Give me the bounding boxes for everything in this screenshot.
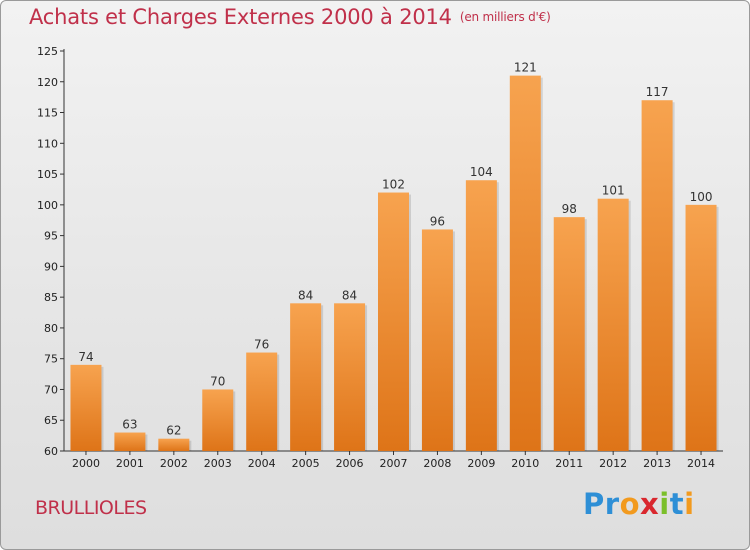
x-tick-label: 2004 [248, 457, 276, 470]
bar-value-label: 84 [342, 288, 357, 302]
bar-value-label: 74 [78, 350, 93, 364]
proxiti-logo: Proxiti [583, 487, 695, 521]
x-tick-label: 2003 [204, 457, 232, 470]
bar-value-label: 102 [382, 178, 405, 192]
bar [290, 303, 322, 451]
y-tick-label: 120 [37, 76, 58, 89]
y-tick-label: 100 [37, 199, 58, 212]
y-tick-label: 95 [44, 230, 58, 243]
bar [465, 180, 497, 451]
bar [246, 352, 278, 451]
bar-value-label: 76 [254, 338, 269, 352]
bar-value-label: 62 [166, 424, 181, 438]
x-tick-label: 2014 [687, 457, 715, 470]
x-tick-label: 2009 [467, 457, 495, 470]
x-tick-label: 2011 [555, 457, 583, 470]
bar [641, 100, 673, 451]
bar [421, 229, 453, 451]
y-tick-label: 85 [44, 291, 58, 304]
bar-value-label: 96 [430, 214, 445, 228]
y-tick-label: 70 [44, 383, 58, 396]
bar-value-label: 84 [298, 288, 313, 302]
y-tick-label: 75 [44, 353, 58, 366]
bar [509, 75, 541, 451]
x-tick-label: 2002 [160, 457, 188, 470]
bar-value-label: 101 [602, 184, 625, 198]
y-tick-label: 115 [37, 107, 58, 120]
y-tick-label: 60 [44, 445, 58, 458]
x-tick-label: 2007 [380, 457, 408, 470]
y-tick-label: 90 [44, 260, 58, 273]
bar-value-label: 100 [690, 190, 713, 204]
bar [685, 204, 717, 451]
bar [597, 198, 629, 451]
bar [114, 432, 146, 451]
commune-name: BRULLIOLES [35, 497, 147, 519]
bar [334, 303, 366, 451]
logo-letter: i [659, 487, 670, 521]
logo-letter: o [619, 487, 641, 521]
bar [70, 364, 102, 451]
y-tick-label: 105 [37, 168, 58, 181]
bar [202, 389, 234, 451]
unit-label: (en milliers d'€) [459, 10, 551, 24]
bar [158, 438, 190, 451]
chart-title: Achats et Charges Externes 2000 à 2014 (e… [29, 5, 551, 29]
logo-letter: x [640, 487, 660, 521]
bar-value-label: 70 [210, 374, 225, 388]
logo-letter: t [669, 487, 685, 521]
x-tick-label: 2013 [643, 457, 671, 470]
bar [553, 217, 585, 451]
logo-letter: r [604, 487, 620, 521]
x-tick-label: 2005 [292, 457, 320, 470]
y-tick-label: 65 [44, 414, 58, 427]
y-tick-label: 125 [37, 45, 58, 58]
x-tick-label: 2006 [336, 457, 364, 470]
logo-letter: P [583, 487, 605, 521]
bar-value-label: 98 [562, 202, 577, 216]
y-tick-label: 80 [44, 322, 58, 335]
x-tick-label: 2000 [72, 457, 100, 470]
x-tick-label: 2012 [599, 457, 627, 470]
y-tick-label: 110 [37, 137, 58, 150]
x-tick-label: 2001 [116, 457, 144, 470]
bar-value-label: 117 [646, 85, 669, 99]
title-text: Achats et Charges Externes 2000 à 2014 [29, 5, 452, 29]
x-tick-label: 2010 [511, 457, 539, 470]
x-tick-label: 2008 [423, 457, 451, 470]
bar-value-label: 104 [470, 165, 493, 179]
bar-value-label: 121 [514, 61, 537, 75]
bar-value-label: 63 [122, 418, 137, 432]
bar [378, 192, 409, 452]
logo-letter: i [684, 487, 695, 521]
